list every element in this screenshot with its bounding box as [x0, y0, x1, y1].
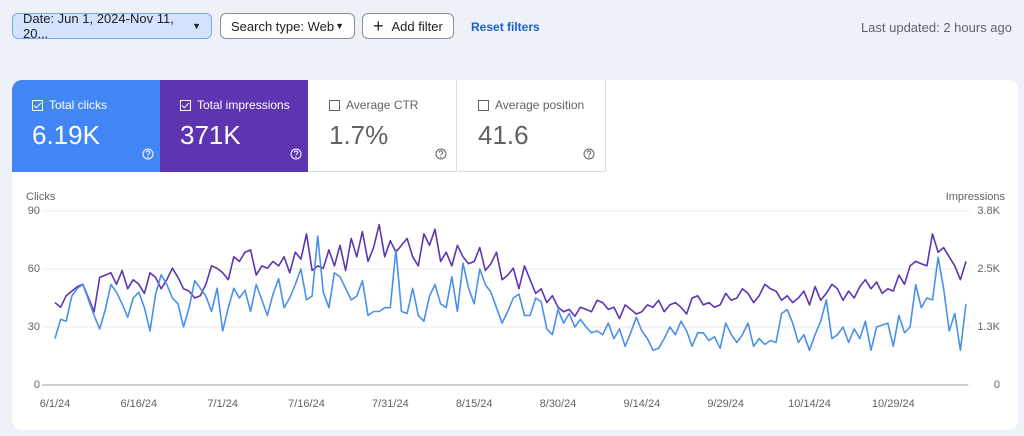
- checkbox: [329, 99, 340, 111]
- metric-value: 6.19K: [32, 120, 100, 150]
- y-axis-title: Clicks: [26, 191, 56, 203]
- metric-value: 371K: [180, 120, 241, 150]
- y-tick-label: 90: [28, 205, 40, 217]
- y-tick-label: 0: [34, 379, 40, 391]
- x-tick-label: 9/29/24: [707, 398, 744, 410]
- search-type-text: Search type: Web: [231, 18, 335, 34]
- metric-label: Total impressions: [197, 98, 290, 112]
- x-tick-label: 7/1/24: [207, 398, 238, 410]
- dropdown-arrow: ▼: [335, 21, 344, 31]
- checkbox: [180, 99, 191, 111]
- reset-filters[interactable]: Reset filters: [471, 20, 540, 34]
- series-line: [54, 235, 967, 351]
- x-tick-label: 9/14/24: [623, 398, 660, 410]
- x-tick-label: 6/16/24: [120, 398, 157, 410]
- x-tick-label: 10/14/24: [788, 398, 831, 410]
- help-icon[interactable]: [583, 148, 595, 160]
- x-tick-label: 8/30/24: [540, 398, 577, 410]
- x-tick-label: 7/31/24: [372, 398, 409, 410]
- dropdown-arrow: ▼: [192, 21, 201, 31]
- metric-value: 1.7%: [329, 120, 389, 150]
- metric-label: Average CTR: [346, 98, 419, 112]
- help-icon[interactable]: [142, 148, 154, 160]
- checkbox: [478, 99, 489, 111]
- y2-tick-label: 0: [994, 379, 1000, 391]
- metric-value: 41.6: [478, 120, 529, 150]
- date-text: Date: Jun 1, 2024-Nov 11, 20...: [23, 11, 174, 41]
- series-line: [54, 223, 967, 320]
- help-icon[interactable]: [435, 148, 447, 160]
- add-filter[interactable]: + Add filter: [362, 13, 454, 39]
- y2-tick-label: 1.3K: [977, 321, 1000, 333]
- add-filter-text: Add filter: [391, 18, 443, 34]
- y2-tick-label: 2.5K: [977, 263, 1000, 275]
- metric-card[interactable]: Average CTR 1.7%: [309, 80, 457, 172]
- x-tick-label: 8/15/24: [456, 398, 493, 410]
- help-icon[interactable]: [290, 148, 302, 160]
- x-tick-label: 6/1/24: [40, 398, 71, 410]
- y2-tick-label: 3.8K: [977, 205, 1000, 217]
- metric-card[interactable]: Average position 41.6: [458, 80, 606, 172]
- y-tick-label: 30: [28, 321, 40, 333]
- metric-card[interactable]: Total impressions 371K: [160, 80, 308, 172]
- performance-card: Total clicks 6.19K Total impressions 371…: [12, 80, 1018, 430]
- metric-card[interactable]: Total clicks 6.19K: [12, 80, 160, 172]
- metric-label: Average position: [495, 98, 585, 112]
- y2-axis-title: Impressions: [946, 191, 1006, 203]
- x-tick-label: 10/29/24: [872, 398, 915, 410]
- x-tick-label: 7/16/24: [288, 398, 325, 410]
- date-filter[interactable]: Date: Jun 1, 2024-Nov 11, 20... ▼: [12, 11, 212, 41]
- y-tick-label: 60: [28, 263, 40, 275]
- metric-label: Total clicks: [49, 98, 108, 112]
- last-updated: Last updated: 2 hours ago: [860, 20, 1012, 35]
- search-type[interactable]: Search type: Web ▼: [220, 13, 355, 39]
- checkbox: [32, 99, 43, 111]
- plus-icon: +: [373, 15, 384, 36]
